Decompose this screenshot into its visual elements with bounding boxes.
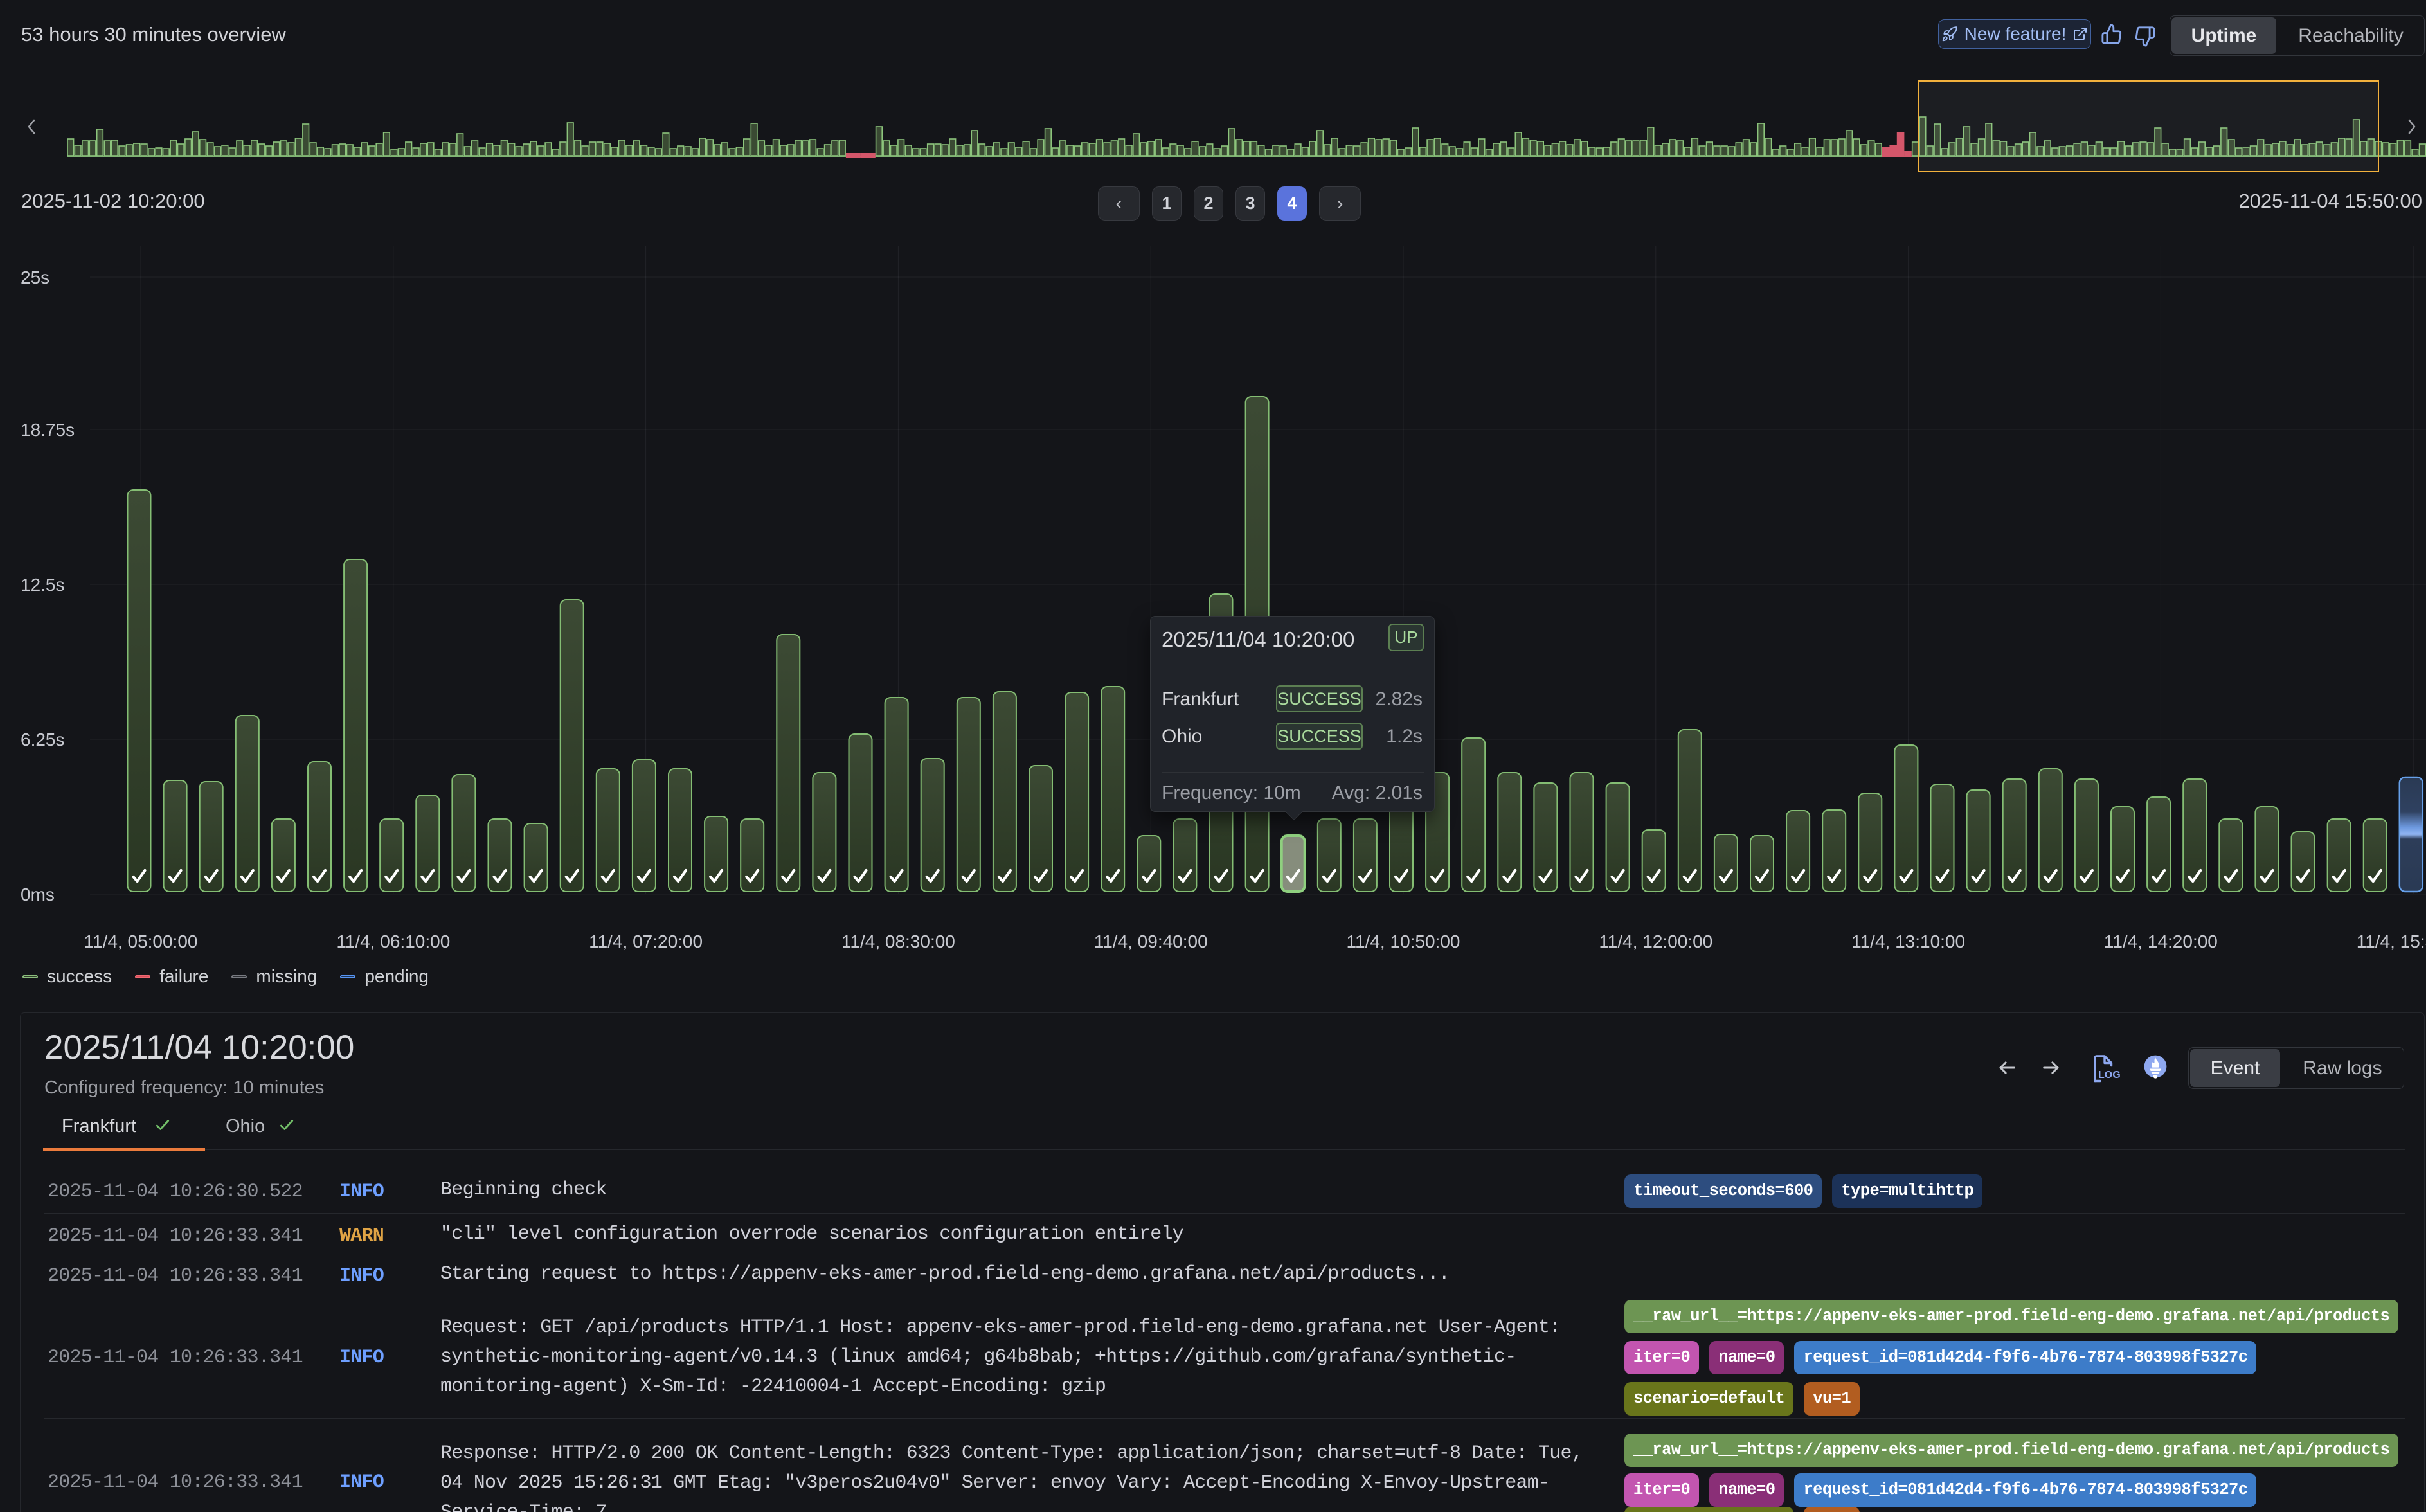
svg-text:0ms: 0ms — [21, 885, 55, 905]
svg-text:11/4, 14:20:00: 11/4, 14:20:00 — [2104, 932, 2218, 951]
svg-text:11/4, 05:00:00: 11/4, 05:00:00 — [84, 932, 198, 951]
svg-text:18.75s: 18.75s — [21, 420, 75, 440]
svg-text:11/4, 15:30:00: 11/4, 15:30:00 — [2357, 932, 2426, 951]
svg-text:11/4, 07:20:00: 11/4, 07:20:00 — [589, 932, 703, 951]
svg-text:11/4, 12:00:00: 11/4, 12:00:00 — [1599, 932, 1712, 951]
svg-text:12.5s: 12.5s — [21, 575, 65, 595]
svg-text:25s: 25s — [21, 267, 49, 287]
svg-text:11/4, 13:10:00: 11/4, 13:10:00 — [1851, 932, 1965, 951]
svg-text:11/4, 08:30:00: 11/4, 08:30:00 — [841, 932, 955, 951]
svg-text:11/4, 06:10:00: 11/4, 06:10:00 — [336, 932, 450, 951]
svg-text:11/4, 09:40:00: 11/4, 09:40:00 — [1094, 932, 1208, 951]
svg-text:6.25s: 6.25s — [21, 730, 65, 750]
svg-text:LOG: LOG — [2098, 1070, 2121, 1081]
svg-text:11/4, 10:50:00: 11/4, 10:50:00 — [1347, 932, 1460, 951]
